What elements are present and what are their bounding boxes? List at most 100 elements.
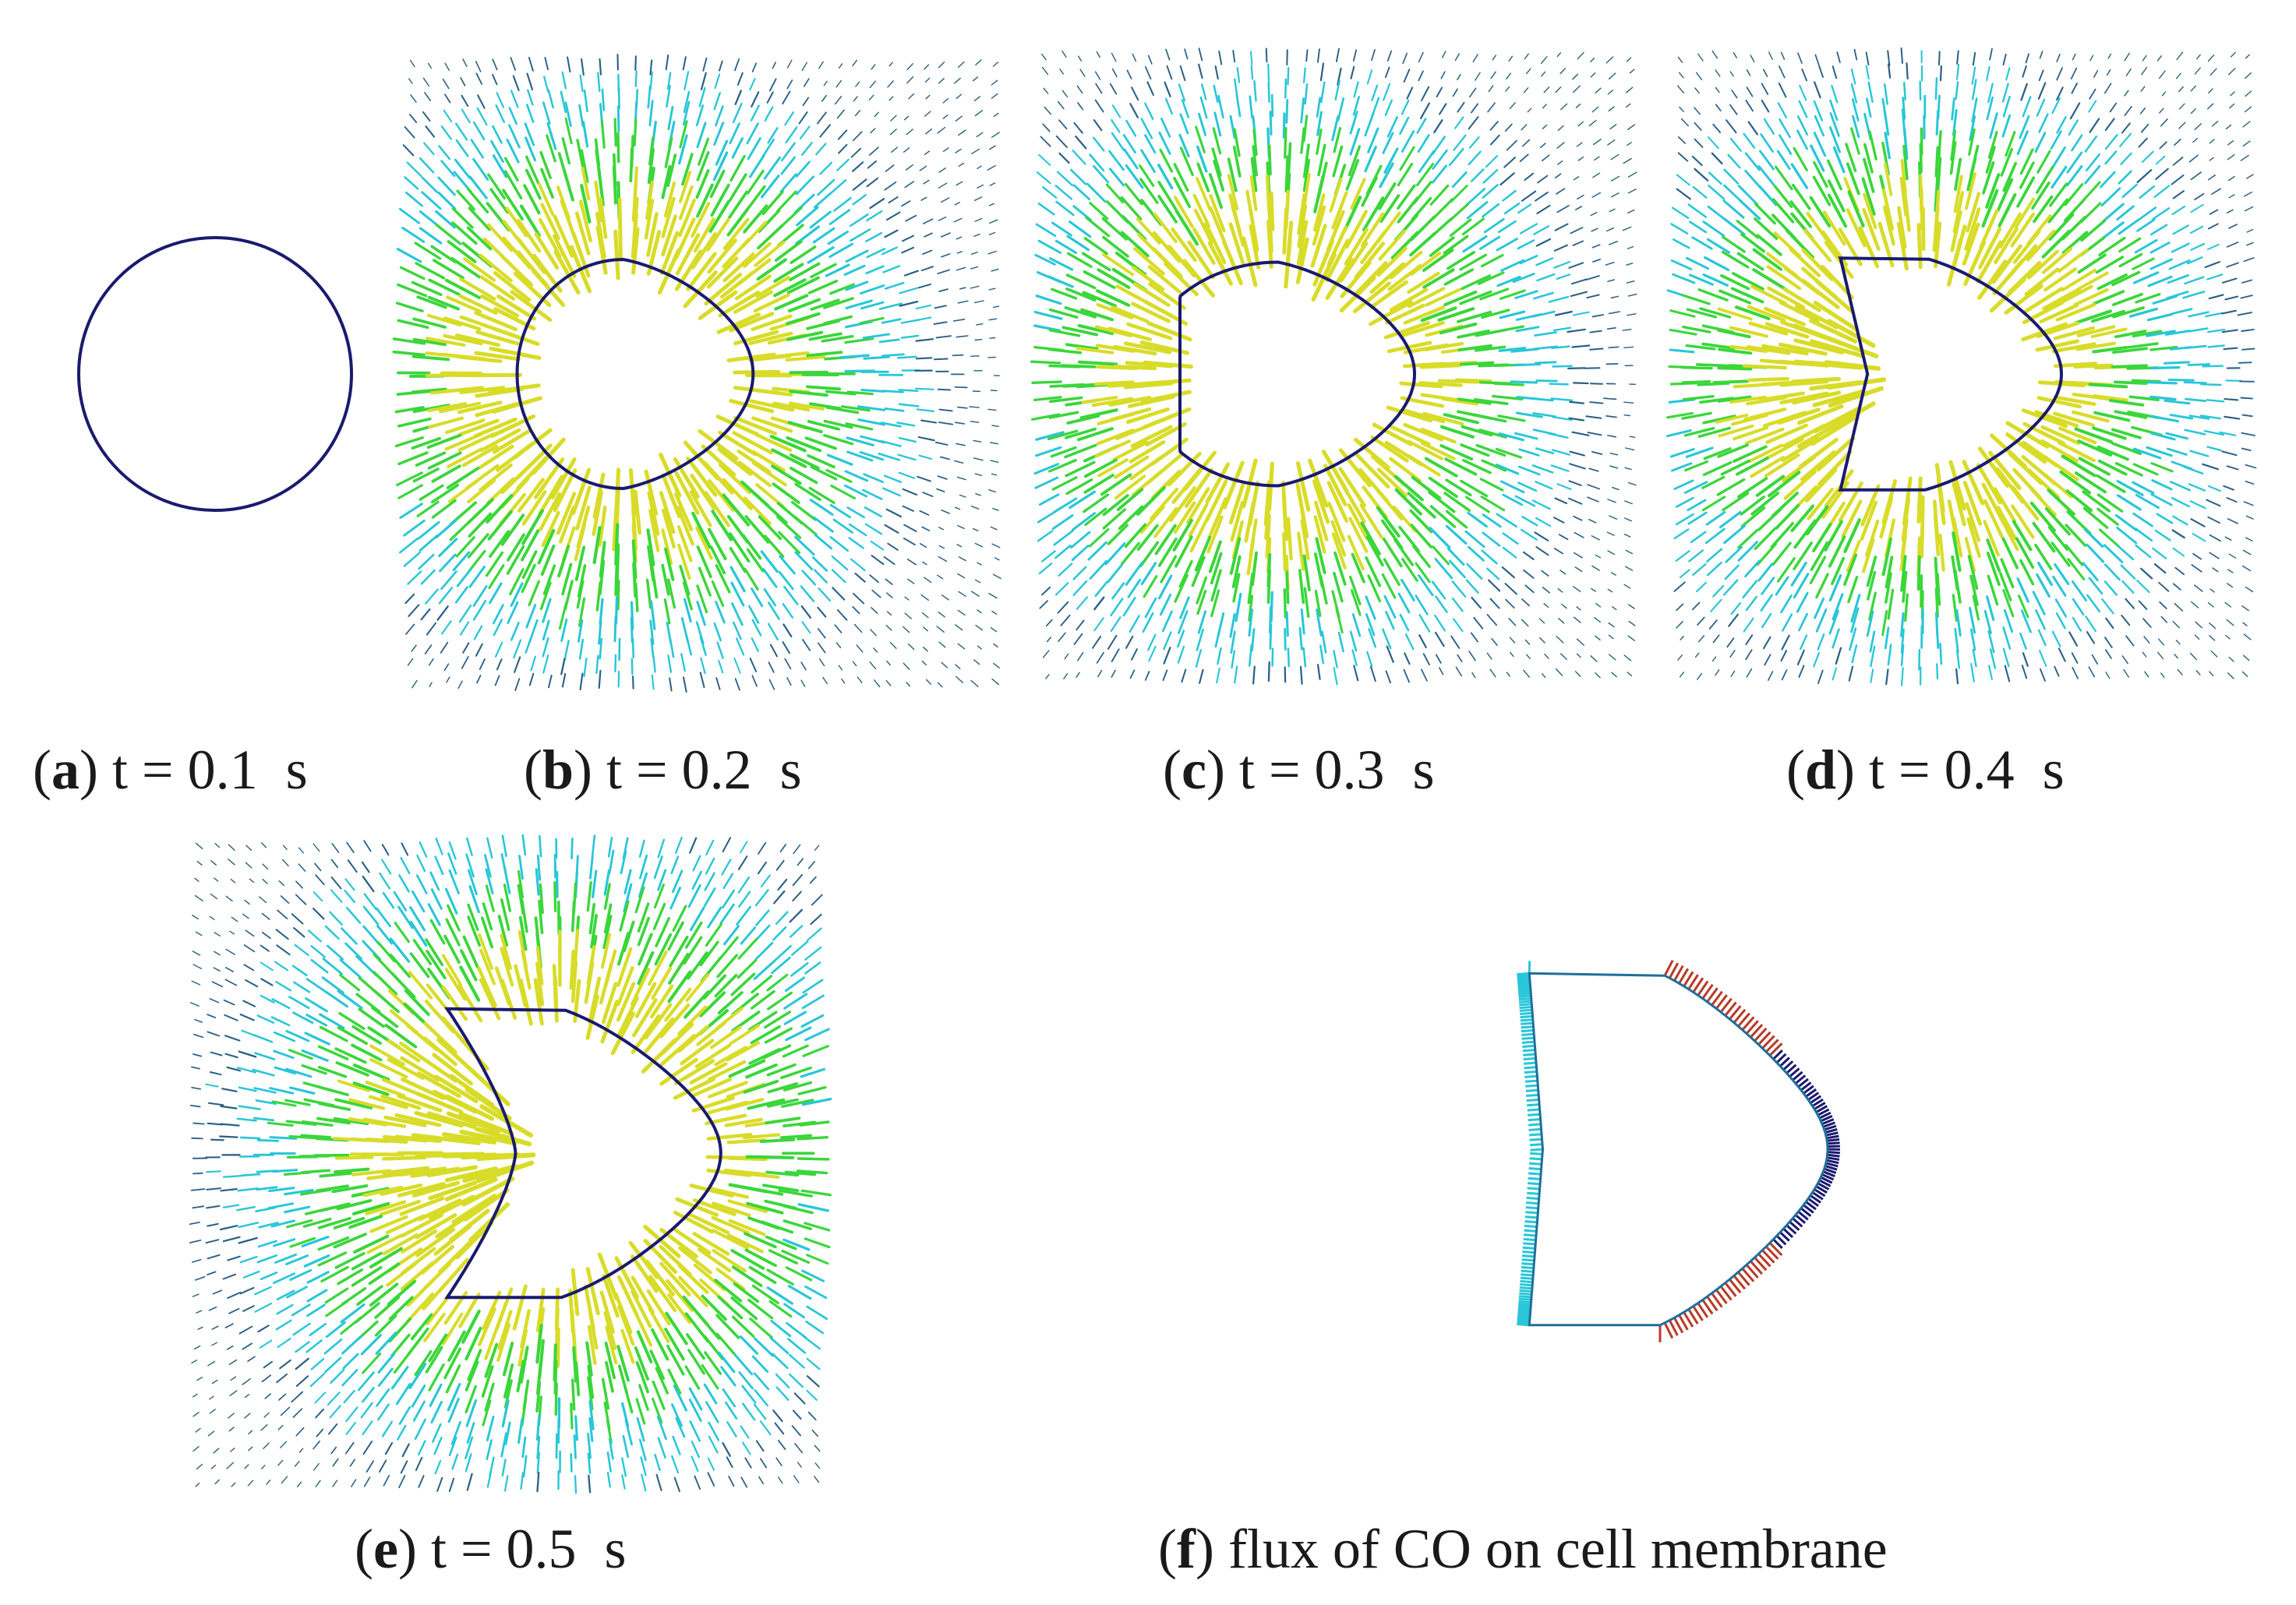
field-vector — [239, 1052, 256, 1057]
field-vector — [2224, 486, 2234, 490]
field-vector — [788, 60, 792, 68]
field-vector — [316, 1409, 323, 1418]
field-vector — [1383, 630, 1390, 648]
field-vector — [563, 72, 566, 89]
field-vector — [2185, 430, 2206, 435]
field-vector — [1525, 640, 1529, 644]
field-vector — [1607, 228, 1614, 231]
flux-tick — [1530, 1139, 1542, 1140]
field-vector — [193, 1206, 203, 1208]
flux-tick — [1523, 1054, 1535, 1055]
field-vector — [382, 859, 390, 873]
field-vector — [2054, 577, 2065, 595]
field-vector — [1557, 274, 1570, 279]
field-vector — [883, 355, 904, 356]
field-vector — [474, 122, 484, 139]
field-vector — [325, 1358, 341, 1372]
field-vector — [2018, 132, 2027, 154]
field-vector — [2226, 636, 2230, 639]
flux-tick — [1521, 1016, 1533, 1017]
field-vector — [224, 1015, 238, 1021]
field-vector — [1695, 139, 1703, 147]
field-vector — [522, 951, 529, 989]
field-vector — [1726, 120, 1736, 132]
field-vector — [255, 1287, 270, 1294]
field-vector — [2239, 362, 2252, 363]
field-vector — [1111, 599, 1123, 616]
field-vector — [1782, 615, 1792, 631]
field-vector — [924, 65, 929, 69]
field-vector — [839, 665, 842, 670]
field-vector — [1457, 655, 1462, 662]
field-vector — [1112, 133, 1124, 150]
field-vector — [2137, 580, 2149, 592]
field-vector — [197, 862, 202, 866]
field-vector — [657, 1475, 662, 1490]
field-vector — [1845, 555, 1856, 584]
field-vector — [296, 1359, 309, 1369]
field-vector — [1574, 533, 1584, 538]
field-vector — [1574, 587, 1581, 592]
field-vector — [228, 859, 235, 865]
field-vector — [1044, 651, 1049, 658]
field-vector — [1164, 633, 1171, 650]
field-vector — [754, 1405, 765, 1420]
field-vector — [822, 96, 826, 101]
field-vector — [1058, 633, 1065, 641]
field-vector — [2161, 673, 2164, 677]
field-vector — [476, 73, 482, 84]
field-vector — [1318, 665, 1320, 679]
field-vector — [1059, 563, 1072, 575]
field-vector — [2105, 637, 2112, 647]
field-vector — [480, 659, 485, 669]
field-vector — [1936, 147, 1937, 176]
field-vector — [2243, 550, 2250, 554]
field-vector — [207, 1171, 221, 1172]
field-vector — [802, 143, 812, 154]
field-vector — [1097, 653, 1104, 663]
field-vector — [1711, 600, 1722, 612]
field-vector — [2160, 142, 2167, 148]
field-vector — [193, 1447, 199, 1452]
field-vector — [666, 55, 669, 69]
field-vector — [429, 63, 432, 68]
field-vector — [2004, 97, 2010, 116]
field-vector — [1094, 618, 1103, 630]
field-vector — [2118, 496, 2141, 510]
field-vector — [1353, 650, 1357, 665]
field-vector — [1733, 53, 1736, 58]
field-vector — [313, 908, 323, 919]
field-vector — [845, 266, 864, 274]
field-vector — [960, 495, 966, 497]
field-vector — [1113, 105, 1120, 117]
field-vector — [1682, 119, 1689, 126]
field-vector — [505, 1476, 507, 1490]
field-vector — [1469, 152, 1481, 164]
field-vector — [1724, 201, 1743, 218]
field-vector — [2241, 156, 2248, 161]
field-vector — [1680, 570, 1690, 577]
field-vector — [1039, 155, 1050, 165]
field-vector — [1625, 467, 1631, 469]
field-vector — [889, 62, 892, 66]
field-vector — [889, 97, 893, 101]
field-vector — [1164, 647, 1171, 663]
field-vector — [1147, 82, 1153, 95]
field-vector — [1693, 602, 1700, 609]
field-vector — [442, 572, 457, 589]
field-vector — [782, 91, 789, 104]
field-vector — [835, 198, 851, 210]
field-vector — [804, 980, 822, 993]
field-vector — [364, 841, 370, 851]
field-vector — [882, 319, 900, 323]
field-vector — [867, 211, 881, 220]
field-vector — [1288, 648, 1289, 666]
field-vector — [1746, 635, 1752, 644]
field-vector — [994, 644, 998, 647]
field-vector — [956, 237, 961, 239]
field-vector — [973, 529, 978, 531]
field-vector — [959, 557, 966, 561]
flux-tick — [1518, 989, 1531, 990]
field-vector — [1628, 636, 1634, 640]
field-vector — [1108, 636, 1117, 649]
